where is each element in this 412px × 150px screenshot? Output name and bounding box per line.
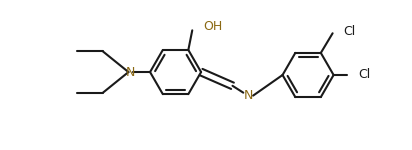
Text: N: N bbox=[243, 89, 253, 102]
Text: Cl: Cl bbox=[358, 69, 370, 81]
Text: OH: OH bbox=[203, 20, 222, 33]
Text: Cl: Cl bbox=[344, 25, 356, 38]
Text: N: N bbox=[126, 66, 135, 79]
